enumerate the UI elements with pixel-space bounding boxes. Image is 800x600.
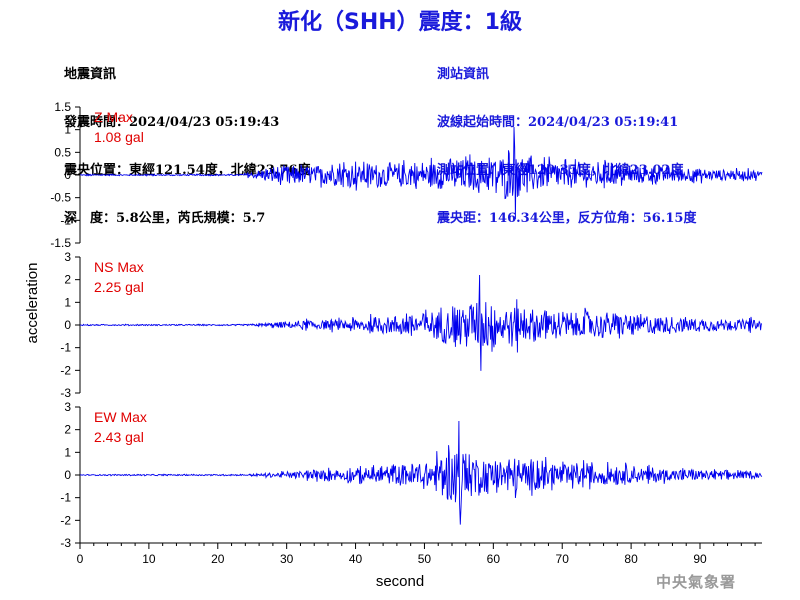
y-tick-label: -1 (60, 341, 71, 355)
x-axis-label: second (376, 573, 424, 590)
x-tick-label: 40 (349, 552, 363, 566)
y-tick-label: -2 (60, 363, 71, 377)
y-tick-label: 2 (64, 273, 71, 287)
y-tick-label: -1 (60, 491, 71, 505)
earthquake-info: 地震資訊 發震時間：2024/04/23 05:19:43 震央位置：東經121… (64, 35, 310, 243)
earthquake-info-heading: 地震資訊 (64, 67, 117, 82)
y-tick-label: -1.5 (50, 236, 71, 250)
y-tick-label: 0.5 (54, 145, 71, 159)
y-tick-label: -2 (60, 513, 71, 527)
origin-time: 發震時間：2024/04/23 05:19:43 (64, 115, 280, 130)
y-tick-label: 3 (64, 250, 71, 264)
max-value-z: 1.08 gal (94, 129, 144, 145)
y-tick-label: -3 (60, 536, 71, 550)
station-info: 測站資訊 波線起始時間：2024/04/23 05:19:41 測站位置：東經1… (437, 35, 696, 243)
y-tick-label: -0.5 (50, 191, 71, 205)
station-info-heading: 測站資訊 (437, 67, 490, 82)
y-tick-label: 1 (64, 123, 71, 137)
y-tick-label: -1 (60, 213, 71, 227)
depth-magnitude: 深 度：5.8公里，芮氏規模：5.7 (64, 211, 266, 226)
wave-start-time: 波線起始時間：2024/04/23 05:19:41 (437, 115, 679, 130)
x-tick-label: 10 (142, 552, 156, 566)
max-label-z: Z Max (94, 109, 133, 125)
distance-azimuth: 震央距：146.34公里，反方位角：56.15度 (437, 211, 697, 226)
y-tick-label: 2 (64, 423, 71, 437)
x-tick-label: 0 (77, 552, 84, 566)
page-title: 新化（SHH）震度：1級 (278, 10, 522, 35)
x-tick-label: 90 (693, 552, 707, 566)
y-tick-label: 1 (64, 445, 71, 459)
y-tick-label: 0 (64, 168, 71, 182)
x-tick-label: 60 (487, 552, 501, 566)
x-tick-label: 70 (556, 552, 570, 566)
trace-ns (79, 274, 763, 371)
max-label-ns: NS Max (94, 259, 144, 275)
y-tick-label: 0 (64, 468, 71, 482)
x-tick-label: 50 (418, 552, 432, 566)
max-value-ew: 2.43 gal (94, 429, 144, 445)
y-tick-label: 1 (64, 295, 71, 309)
y-tick-label: 0 (64, 318, 71, 332)
x-tick-label: 20 (211, 552, 225, 566)
x-tick-label: 30 (280, 552, 294, 566)
trace-ew (79, 420, 763, 525)
trace-z (80, 126, 763, 220)
x-tick-label: 80 (624, 552, 638, 566)
agency-watermark: 中央氣象署 (656, 573, 737, 591)
max-label-ew: EW Max (94, 409, 147, 425)
max-value-ns: 2.25 gal (94, 279, 144, 295)
y-tick-label: 3 (64, 400, 71, 414)
y-tick-label: 1.5 (54, 100, 71, 114)
y-axis-label: acceleration (24, 263, 41, 344)
y-tick-label: -3 (60, 386, 71, 400)
